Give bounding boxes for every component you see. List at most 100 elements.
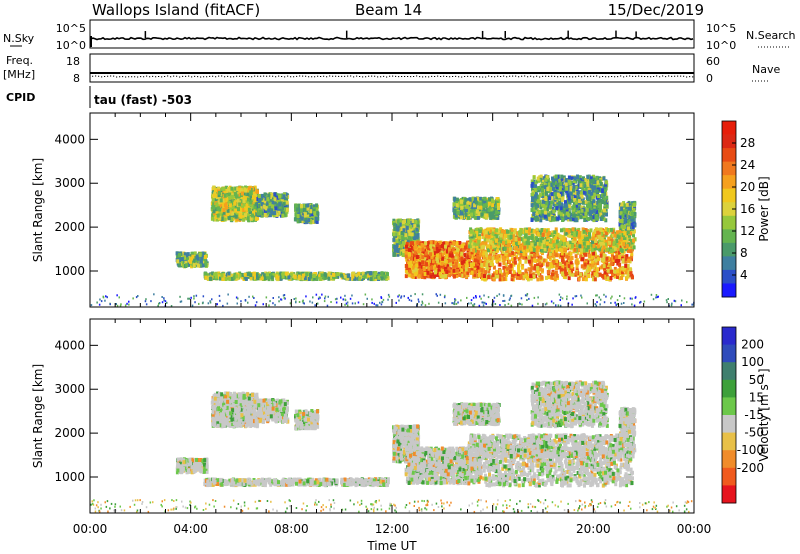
echo-cell <box>455 252 459 257</box>
echo-cell <box>236 204 240 209</box>
freq-tick-high: 18 <box>66 55 80 68</box>
echo-cell <box>233 272 237 277</box>
echo-cell <box>413 272 417 277</box>
echo-cell <box>249 216 253 221</box>
echo-cell <box>192 263 196 268</box>
echo-cell <box>422 267 426 272</box>
echo-cell <box>403 219 407 224</box>
echo-cell <box>415 235 419 240</box>
echo-cell <box>593 277 597 282</box>
echo-cell <box>260 276 264 281</box>
echo-cell <box>230 186 234 191</box>
echo-cell <box>228 188 232 193</box>
echo-cell <box>626 273 630 278</box>
echo-cell <box>260 196 264 201</box>
echo-cell <box>183 252 187 257</box>
echo-cell <box>244 272 248 277</box>
echo-cell <box>315 203 319 208</box>
echo-cell <box>214 217 218 222</box>
echo-cell <box>492 250 496 255</box>
echo-cell <box>395 239 399 244</box>
echo-cell <box>533 253 537 258</box>
echo-cell <box>239 214 243 219</box>
echo-cell <box>402 249 406 253</box>
echo-cell <box>187 262 191 267</box>
echo-cell <box>247 216 250 221</box>
echo-cell <box>405 244 408 249</box>
nave-label: Nave <box>752 63 780 76</box>
echo-cell <box>488 255 491 260</box>
echo-cell <box>241 275 245 280</box>
echo-cell <box>524 259 528 264</box>
echo-cell <box>540 275 544 280</box>
nave-tick-low: 0 <box>706 72 713 85</box>
echo-cell <box>487 274 491 279</box>
echo-cell <box>214 188 217 193</box>
echo-cell <box>260 202 264 207</box>
echo-cell <box>281 213 285 218</box>
echo-cell <box>455 241 459 246</box>
echo-cell <box>239 188 243 193</box>
echo-cell <box>222 200 226 205</box>
echo-cell <box>301 273 305 278</box>
echo-cell <box>249 188 253 192</box>
echo-cell <box>588 266 592 271</box>
echo-cell <box>204 261 208 266</box>
echo-cell <box>620 276 624 280</box>
echo-cell <box>253 192 257 197</box>
echo-cell <box>451 257 455 262</box>
echo-cell <box>285 207 289 212</box>
echo-cell <box>210 274 214 279</box>
echo-cell <box>546 270 550 274</box>
echo-cell <box>197 263 200 268</box>
echo-cell <box>253 205 257 210</box>
echo-cell <box>313 211 317 216</box>
echo-cell <box>449 262 453 267</box>
echo-cell <box>309 209 313 214</box>
echo-cell <box>374 271 378 275</box>
echo-cell <box>411 223 415 228</box>
echo-cell <box>392 218 396 223</box>
echo-cell <box>221 198 225 203</box>
echo-cell <box>541 248 544 253</box>
echo-cell <box>225 188 229 193</box>
echo-cell <box>444 273 448 278</box>
echo-cell <box>470 270 474 275</box>
echo-cell <box>374 276 378 281</box>
echo-cell <box>238 273 242 278</box>
echo-cell <box>377 271 381 276</box>
echo-cell <box>529 274 533 279</box>
echo-cell <box>204 275 208 280</box>
echo-cell <box>225 216 229 221</box>
echo-cell <box>392 252 396 257</box>
echo-cell <box>416 223 420 228</box>
echo-cell <box>227 216 231 221</box>
echo-cell <box>396 252 400 257</box>
echo-cell <box>262 273 266 278</box>
echo-cell <box>426 270 430 275</box>
echo-cell <box>211 207 215 212</box>
echo-cell <box>273 197 277 202</box>
echo-cell <box>519 275 523 280</box>
echo-cell <box>231 204 235 209</box>
echo-cell <box>601 273 605 278</box>
echo-cell <box>285 200 289 205</box>
echo-cell <box>298 215 302 220</box>
noise-trace <box>89 30 694 47</box>
echo-cell <box>224 205 228 210</box>
echo-cell <box>196 255 199 260</box>
echo-cell <box>264 209 267 214</box>
echo-cell <box>605 256 609 261</box>
echo-cell <box>176 259 180 264</box>
echo-cell <box>282 196 285 201</box>
echo-cell <box>222 186 226 191</box>
echo-cell <box>297 274 301 279</box>
echo-cell <box>256 276 260 281</box>
echo-cell <box>499 269 503 274</box>
echo-cell <box>312 204 316 209</box>
echo-cell <box>305 277 309 282</box>
echo-cell <box>214 207 218 212</box>
echo-cell <box>395 230 399 235</box>
echo-cell <box>258 204 262 208</box>
echo-cell <box>299 208 303 213</box>
